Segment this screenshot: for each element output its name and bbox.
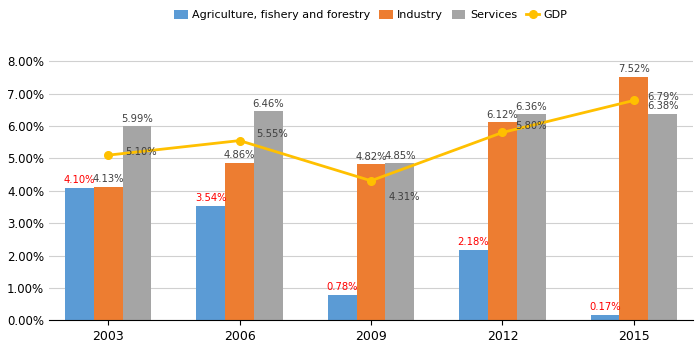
Text: 5.55%: 5.55% bbox=[257, 129, 288, 139]
Text: 0.78%: 0.78% bbox=[326, 282, 358, 293]
Text: 6.36%: 6.36% bbox=[516, 102, 547, 112]
Bar bbox=[94, 187, 122, 320]
Bar bbox=[459, 250, 488, 320]
Text: 4.86%: 4.86% bbox=[224, 150, 256, 160]
Text: 4.85%: 4.85% bbox=[384, 150, 416, 161]
Text: 5.10%: 5.10% bbox=[125, 147, 157, 157]
Text: 7.52%: 7.52% bbox=[618, 64, 650, 74]
Text: 4.13%: 4.13% bbox=[92, 174, 124, 184]
Text: 4.10%: 4.10% bbox=[64, 175, 95, 185]
Bar bbox=[254, 111, 283, 320]
Bar bbox=[517, 114, 546, 320]
Bar bbox=[122, 126, 151, 320]
Bar bbox=[64, 188, 94, 320]
Text: 2.18%: 2.18% bbox=[458, 237, 489, 247]
Text: 6.79%: 6.79% bbox=[647, 92, 679, 102]
Bar bbox=[328, 295, 356, 320]
Bar bbox=[225, 163, 254, 320]
Bar bbox=[591, 315, 620, 320]
Bar bbox=[386, 163, 414, 320]
Bar bbox=[488, 122, 517, 320]
Text: 4.31%: 4.31% bbox=[388, 192, 419, 202]
Text: 6.46%: 6.46% bbox=[253, 99, 284, 108]
Text: 5.80%: 5.80% bbox=[516, 121, 547, 131]
Bar bbox=[648, 114, 678, 320]
Bar bbox=[196, 206, 225, 320]
Text: 0.17%: 0.17% bbox=[589, 302, 621, 312]
Bar bbox=[356, 164, 386, 320]
Text: 4.82%: 4.82% bbox=[355, 152, 386, 162]
Text: 6.38%: 6.38% bbox=[647, 101, 678, 111]
Text: 6.12%: 6.12% bbox=[486, 110, 518, 120]
Text: 5.99%: 5.99% bbox=[121, 114, 153, 124]
Legend: Agriculture, fishery and forestry, Industry, Services, GDP: Agriculture, fishery and forestry, Indus… bbox=[170, 6, 572, 25]
Bar bbox=[620, 77, 648, 320]
Text: 3.54%: 3.54% bbox=[195, 193, 226, 203]
